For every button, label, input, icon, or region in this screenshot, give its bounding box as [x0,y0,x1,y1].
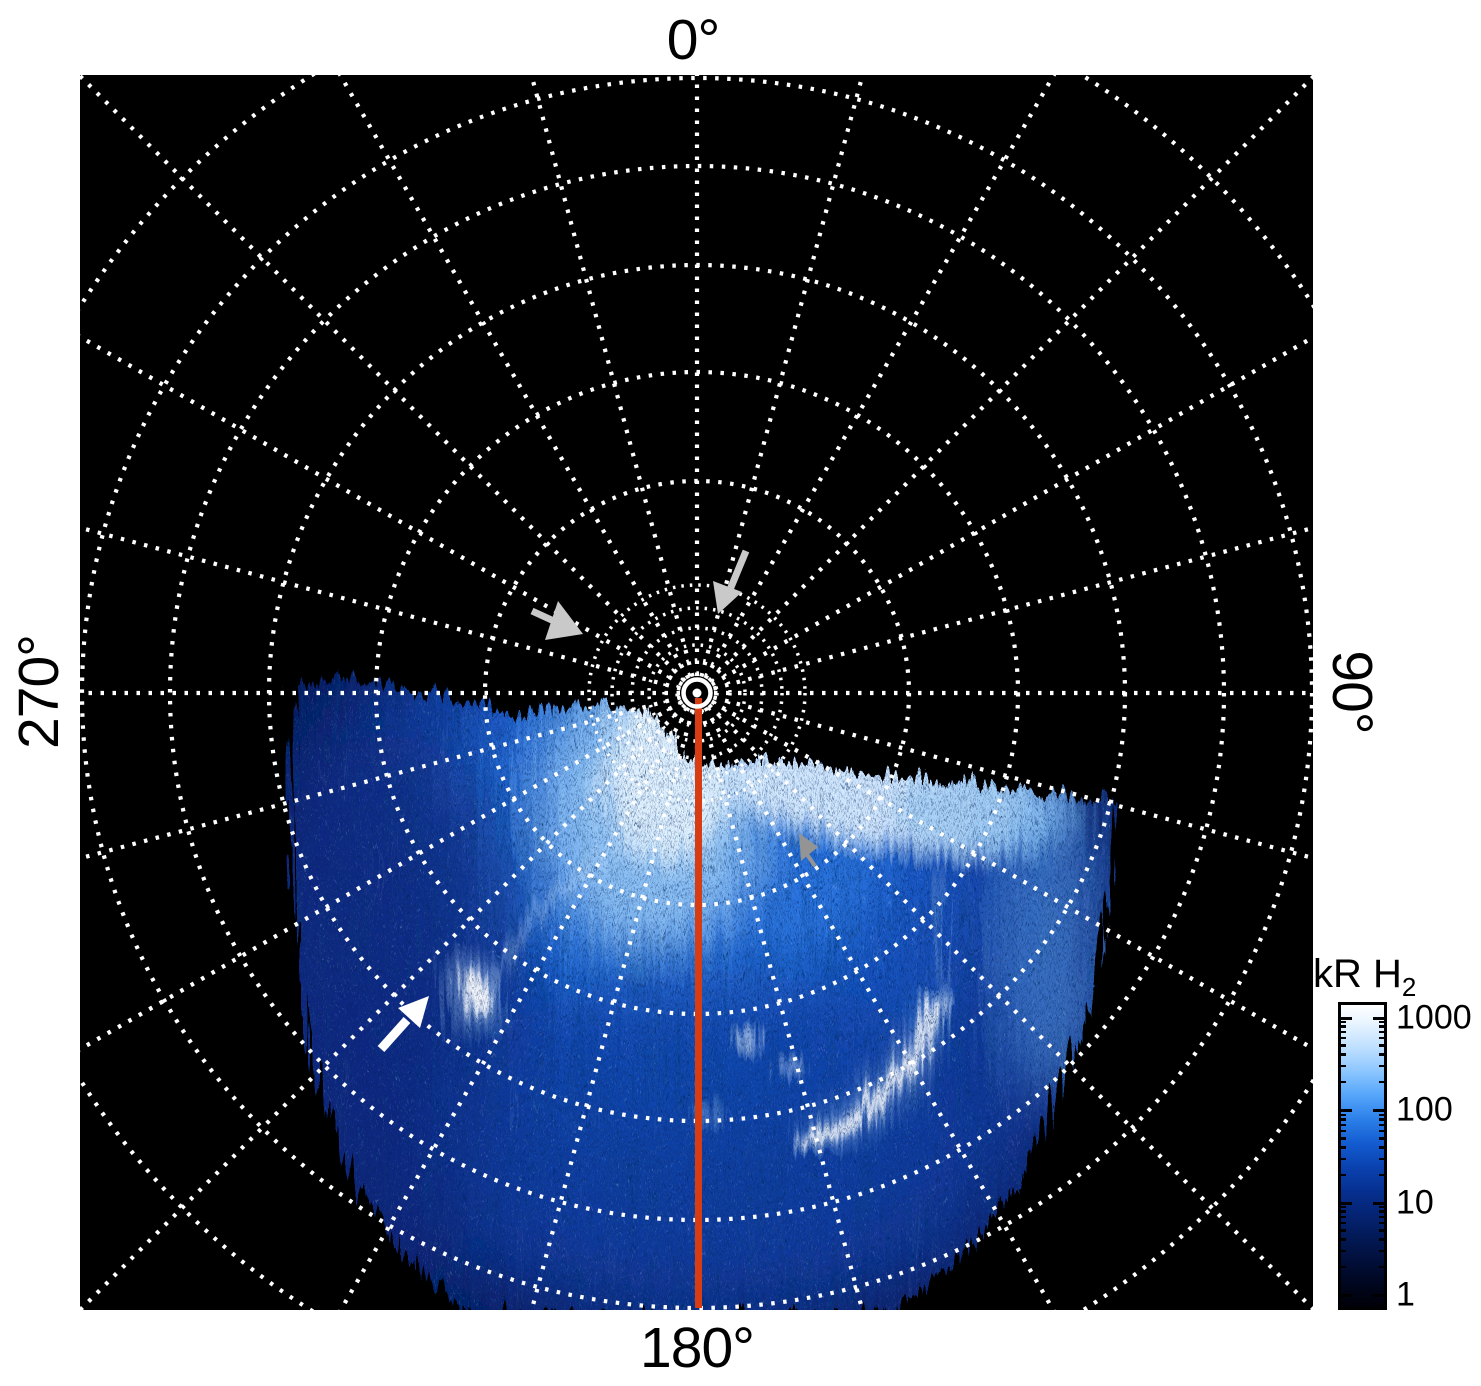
white-arrow-spot [377,996,429,1053]
colorbar-title: kR H2 [1313,952,1416,1003]
colorbar-title-sub: 2 [1401,972,1417,1002]
colorbar-tick-100: 100 [1396,1090,1453,1129]
colorbar-tick-1000: 1000 [1396,998,1472,1037]
polar-grid [80,75,1313,1310]
colorbar-gradient [1338,1002,1387,1310]
gray-arrow-upper [713,549,750,614]
angle-label-180: 180° [640,1316,755,1380]
pole-marker [681,677,713,709]
gray-arrow-left [530,601,583,640]
colorbar-title-main: kR H [1313,952,1402,996]
colorbar-tick-1: 1 [1396,1275,1415,1314]
gray-arrowhead-band [799,833,818,868]
angle-label-0: 0° [666,8,720,72]
colorbar-tick-10: 10 [1396,1183,1434,1222]
polar-plot-canvas [80,75,1313,1310]
plot-area [80,75,1313,1310]
angle-label-90: 90° [1320,650,1384,734]
angle-label-270: 270° [7,635,71,749]
